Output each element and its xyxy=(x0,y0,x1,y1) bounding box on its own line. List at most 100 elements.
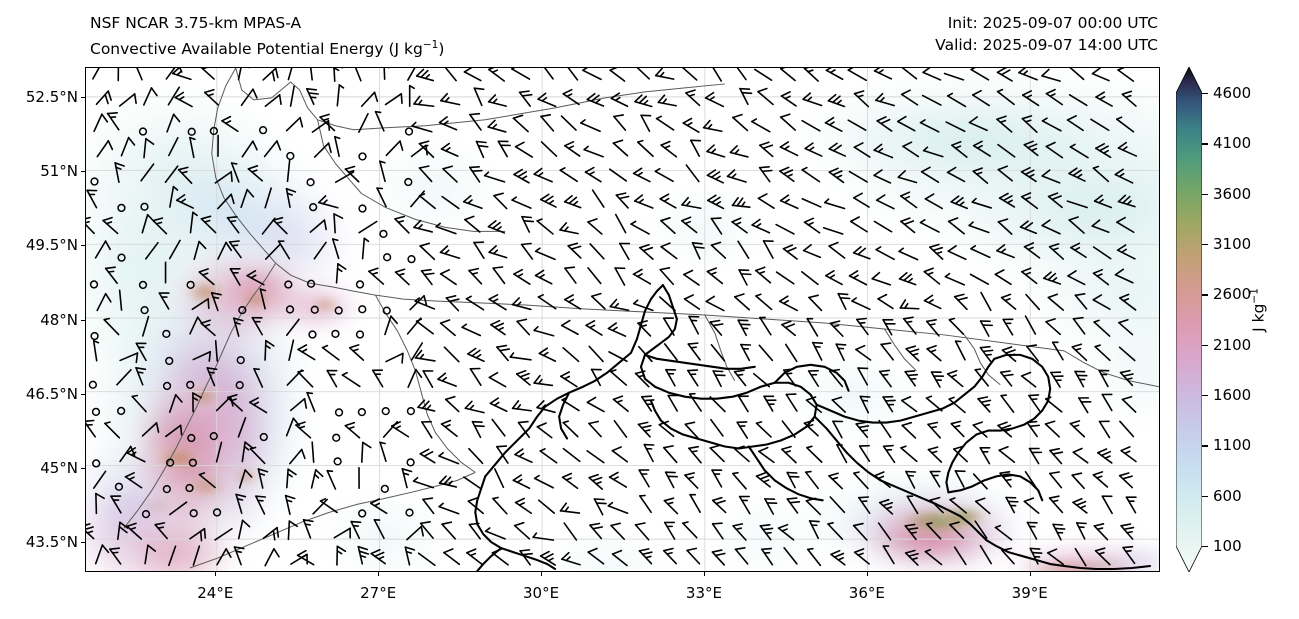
wind-barb-half xyxy=(594,98,601,104)
wind-barb-half xyxy=(666,551,673,555)
wind-barb-half xyxy=(304,523,312,526)
wind-barb-full xyxy=(871,271,881,280)
wind-barb-full xyxy=(706,267,718,273)
wind-barb-staff xyxy=(591,189,605,208)
wind-barb-half xyxy=(424,73,431,80)
field-title-text: Convective Available Potential Energy (J… xyxy=(90,40,423,59)
wind-barb-full xyxy=(680,216,692,222)
wind-barb-staff xyxy=(295,424,312,439)
wind-barb-staff xyxy=(829,496,846,514)
wind-barb-staff xyxy=(120,136,130,157)
wind-barb-half xyxy=(252,401,260,406)
wind-barb-staff xyxy=(711,551,726,566)
wind-barb-staff xyxy=(511,68,531,80)
wind-barb-full xyxy=(659,267,671,271)
wind-barb-half xyxy=(929,349,937,353)
wind-barb-full xyxy=(907,527,919,531)
wind-barb-full xyxy=(147,544,157,552)
wind-barb-full xyxy=(808,520,820,523)
wind-barb-full xyxy=(982,349,994,353)
wind-barb-staff xyxy=(1092,246,1112,260)
wind-barb-full xyxy=(561,472,573,479)
wind-barb-half xyxy=(911,557,918,561)
wind-barb-half xyxy=(539,448,546,452)
wind-barb-full xyxy=(592,526,604,530)
wind-barb-full xyxy=(732,523,744,527)
wind-barb-full xyxy=(272,529,276,541)
wind-barb-half xyxy=(468,404,475,411)
wind-barb-full xyxy=(731,196,739,207)
wind-barb-staff xyxy=(1101,495,1113,515)
wind-barb-staff xyxy=(537,98,557,108)
wind-barb-full xyxy=(135,352,139,364)
wind-barb-half xyxy=(857,552,864,556)
latitude-tick-mark xyxy=(81,245,85,247)
wind-barb-half xyxy=(735,527,743,531)
wind-barb-staff xyxy=(336,84,341,107)
wind-barb-staff xyxy=(439,251,461,260)
colorbar[interactable] xyxy=(1176,67,1202,572)
wind-barb-full xyxy=(198,268,209,273)
wind-barb-staff xyxy=(559,169,578,183)
wind-barb-staff xyxy=(1051,341,1064,361)
wind-barb-full xyxy=(971,89,982,96)
wind-barb-full xyxy=(1072,497,1083,504)
wind-barb-full xyxy=(638,548,650,552)
wind-barb-full xyxy=(473,87,485,91)
wind-barb-staff xyxy=(831,399,846,413)
wind-barb-staff xyxy=(471,420,482,439)
wind-barb-staff xyxy=(878,370,892,388)
wind-barb-staff xyxy=(922,149,944,158)
wind-barb-full xyxy=(688,445,700,450)
wind-barb-staff xyxy=(164,165,179,184)
wind-barb-staff xyxy=(974,500,991,515)
wind-barb-staff xyxy=(114,162,120,184)
wind-barb-half xyxy=(935,251,943,255)
wind-barb-half xyxy=(493,401,500,407)
wind-barb-half xyxy=(911,352,919,356)
longitude-tick-label: 24°E xyxy=(197,584,234,602)
wind-barb-half xyxy=(643,429,651,432)
wind-barb-half xyxy=(1102,149,1109,154)
wind-barb-staff xyxy=(1095,96,1113,107)
wind-barb-staff xyxy=(1066,119,1084,132)
wind-barb-staff xyxy=(609,69,626,82)
wind-barb-staff xyxy=(1069,146,1089,159)
wind-barb-half xyxy=(1098,198,1104,204)
wind-barb-half xyxy=(426,404,432,411)
wind-barb-full xyxy=(487,220,497,228)
wind-barb-full xyxy=(198,240,207,250)
wind-barb-staff xyxy=(309,219,326,233)
wind-barb-full xyxy=(586,396,597,404)
wind-barb-staff xyxy=(407,68,416,81)
wind-barb-half xyxy=(444,146,451,152)
wind-barb-full xyxy=(977,396,989,400)
wind-barb-full xyxy=(588,473,599,479)
wind-barb-full xyxy=(1044,420,1056,425)
wind-barb-half xyxy=(537,378,543,385)
latitude-tick-label: 51°N xyxy=(40,161,78,180)
wind-barb-staff xyxy=(1020,195,1039,210)
wind-barb-staff xyxy=(193,240,200,261)
wind-barb-staff xyxy=(257,468,264,489)
wind-barb-full xyxy=(272,216,284,221)
map-plot-area[interactable] xyxy=(85,67,1160,572)
wind-barb-half xyxy=(411,121,417,127)
wind-barb-full xyxy=(114,162,125,167)
wind-barb-staff xyxy=(464,407,485,414)
calm-wind-circle xyxy=(162,381,172,391)
wind-barb-staff xyxy=(637,322,652,337)
wind-barb-staff xyxy=(344,424,361,439)
wind-barb-full xyxy=(488,245,497,254)
wind-barb-staff xyxy=(491,552,509,566)
wind-barb-staff xyxy=(1092,298,1111,311)
wind-barb-half xyxy=(847,68,854,71)
wind-barb-half xyxy=(235,550,243,553)
wind-barb-half xyxy=(176,70,182,76)
wind-barb-staff xyxy=(384,93,403,106)
wind-barb-staff xyxy=(896,120,916,132)
wind-barb-half xyxy=(421,144,429,148)
wind-barb-staff xyxy=(414,300,436,310)
wind-barb-full xyxy=(1121,90,1133,96)
wind-barb-full xyxy=(660,242,671,248)
